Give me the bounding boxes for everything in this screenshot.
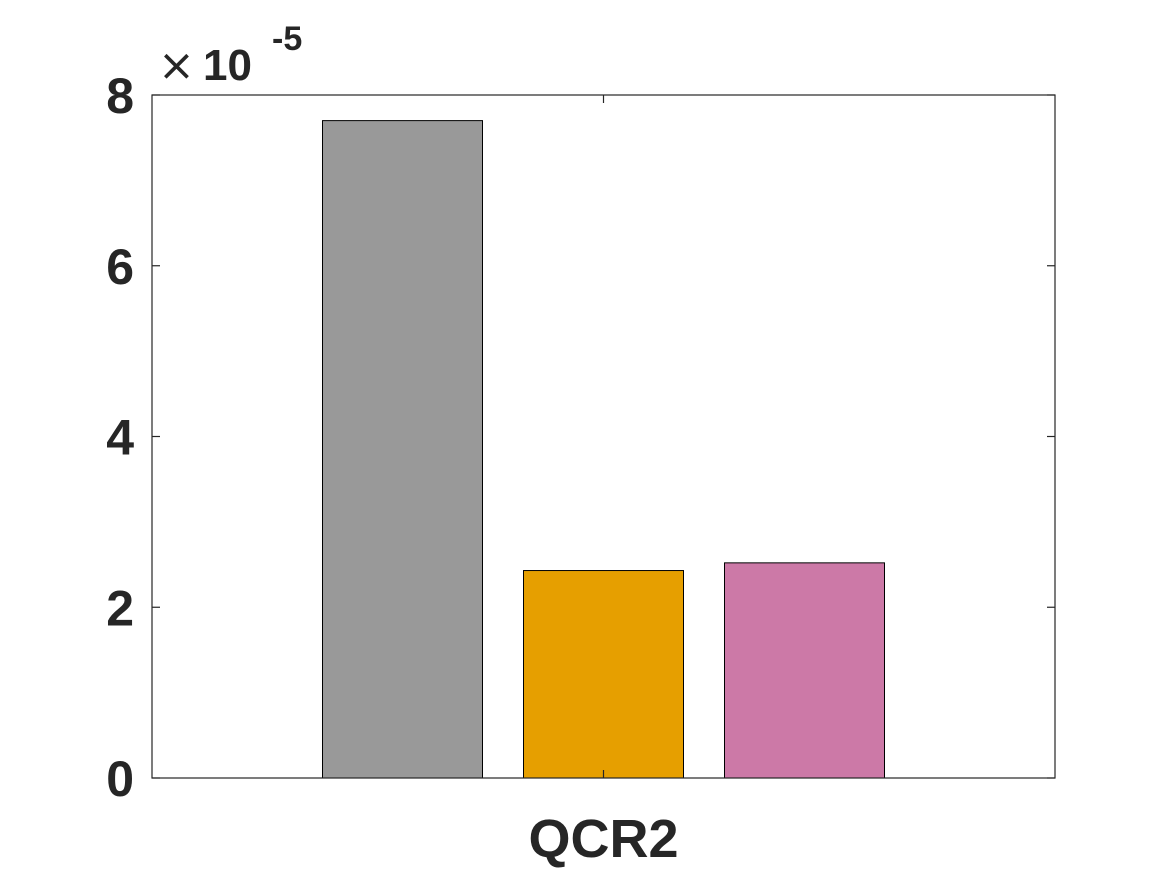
bar-series-1 bbox=[322, 120, 483, 779]
y-tick-label: 2 bbox=[106, 580, 134, 636]
exponent-base: 10 bbox=[203, 41, 252, 90]
bars-layer bbox=[322, 120, 885, 779]
y-exponent-label: × 10 -5 bbox=[158, 20, 302, 91]
y-tick-label: 0 bbox=[106, 751, 134, 807]
bar-series-3 bbox=[724, 562, 885, 779]
x-tick-label: QCR2 bbox=[528, 809, 678, 869]
y-tick-label: 4 bbox=[106, 410, 134, 466]
ticks-layer bbox=[152, 94, 1055, 779]
y-tick-label: 8 bbox=[106, 68, 134, 124]
labels-layer: QCR2 0 2 4 6 8 bbox=[106, 68, 678, 869]
bar-series-2 bbox=[523, 570, 684, 779]
y-tick-label: 6 bbox=[106, 239, 134, 295]
exponent-times-sign: × bbox=[158, 40, 195, 91]
exponent-power: -5 bbox=[272, 20, 302, 58]
